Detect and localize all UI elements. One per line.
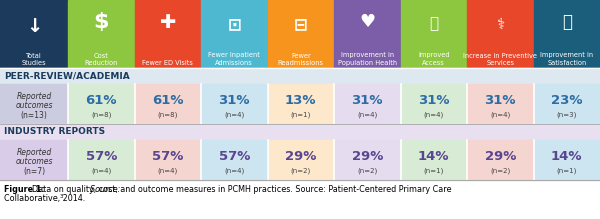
Text: 31%: 31%	[418, 94, 449, 107]
Text: (n=2): (n=2)	[490, 168, 511, 175]
Text: ✚: ✚	[160, 12, 176, 32]
Text: Data on quality, cost, and outcome measures in PCMH practices. Source: Patient-C: Data on quality, cost, and outcome measu…	[32, 185, 452, 194]
Text: 14%: 14%	[418, 150, 449, 163]
Text: 3: 3	[60, 194, 64, 199]
Bar	[68, 140, 134, 180]
Text: ♥: ♥	[359, 13, 376, 31]
Bar	[401, 0, 467, 68]
Text: (n=4): (n=4)	[357, 112, 377, 118]
Text: 29%: 29%	[352, 150, 383, 163]
Bar	[467, 0, 533, 68]
Text: 31%: 31%	[218, 94, 250, 107]
Text: (n=4): (n=4)	[424, 112, 444, 118]
Bar	[201, 140, 268, 180]
Text: (n=3): (n=3)	[557, 112, 577, 118]
Text: ⊟: ⊟	[294, 15, 308, 33]
Text: (n=8): (n=8)	[91, 112, 112, 118]
Bar	[334, 0, 401, 68]
Text: Fewer
Readmissions: Fewer Readmissions	[278, 53, 324, 66]
Text: 13%: 13%	[285, 94, 317, 107]
Text: ⚕: ⚕	[496, 16, 505, 32]
Text: (n=4): (n=4)	[158, 168, 178, 175]
Text: (n=2): (n=2)	[290, 168, 311, 175]
Text: 29%: 29%	[485, 150, 516, 163]
Text: Improvement in
Satisfaction: Improvement in Satisfaction	[540, 53, 593, 66]
Text: (n=2): (n=2)	[357, 168, 377, 175]
Bar	[533, 84, 600, 124]
Text: 57%: 57%	[218, 150, 250, 163]
Bar	[134, 84, 201, 124]
Text: Figure 1:: Figure 1:	[4, 185, 47, 194]
Bar	[68, 0, 134, 68]
Bar	[0, 124, 600, 140]
Text: (n=13): (n=13)	[20, 111, 47, 120]
Bar	[401, 140, 467, 180]
Text: Collaborative, 2014.: Collaborative, 2014.	[4, 194, 85, 203]
Text: Fewer Inpatient
Admissions: Fewer Inpatient Admissions	[208, 53, 260, 66]
Text: ⊡: ⊡	[227, 15, 241, 33]
Text: (n=4): (n=4)	[490, 112, 511, 118]
Bar	[334, 140, 401, 180]
Text: Source:: Source:	[90, 185, 123, 194]
Text: (n=1): (n=1)	[424, 168, 444, 175]
Text: Improvement in
Population Health: Improvement in Population Health	[338, 53, 397, 66]
Bar	[0, 0, 68, 68]
Bar	[201, 0, 268, 68]
Text: 29%: 29%	[285, 150, 316, 163]
Text: 57%: 57%	[152, 150, 184, 163]
Text: ↓: ↓	[26, 16, 42, 35]
Text: (n=4): (n=4)	[224, 168, 244, 175]
Bar	[467, 84, 533, 124]
Text: Cost
Reduction: Cost Reduction	[85, 53, 118, 66]
Bar	[268, 140, 334, 180]
Bar	[401, 84, 467, 124]
Text: 👍: 👍	[562, 13, 572, 31]
Text: outcomes: outcomes	[15, 157, 53, 166]
Bar	[268, 0, 334, 68]
Text: 61%: 61%	[152, 94, 184, 107]
Text: 31%: 31%	[485, 94, 516, 107]
Bar	[268, 84, 334, 124]
Text: (n=7): (n=7)	[23, 167, 45, 176]
Text: ⏰: ⏰	[429, 16, 439, 32]
Text: (n=8): (n=8)	[158, 112, 178, 118]
Text: Reported: Reported	[16, 92, 52, 101]
Text: $: $	[94, 12, 109, 32]
Bar	[467, 140, 533, 180]
Text: 31%: 31%	[352, 94, 383, 107]
Text: 57%: 57%	[86, 150, 117, 163]
Text: INDUSTRY REPORTS: INDUSTRY REPORTS	[4, 127, 105, 136]
Text: outcomes: outcomes	[15, 101, 53, 111]
Bar	[0, 68, 600, 84]
Bar	[334, 84, 401, 124]
Bar	[134, 140, 201, 180]
Text: 23%: 23%	[551, 94, 583, 107]
Text: (n=4): (n=4)	[91, 168, 112, 175]
Bar	[201, 84, 268, 124]
Text: 61%: 61%	[86, 94, 117, 107]
Bar	[68, 84, 134, 124]
Text: PEER-REVIEW/ACADEMIA: PEER-REVIEW/ACADEMIA	[4, 71, 130, 81]
Text: Reported: Reported	[16, 148, 52, 157]
Text: (n=1): (n=1)	[290, 112, 311, 118]
Bar	[134, 0, 201, 68]
Text: (n=4): (n=4)	[224, 112, 244, 118]
Bar	[0, 84, 68, 124]
Text: 14%: 14%	[551, 150, 583, 163]
Text: Fewer ED Visits: Fewer ED Visits	[142, 60, 193, 66]
Text: Improved
Access: Improved Access	[418, 53, 449, 66]
Text: Total
Studies: Total Studies	[22, 53, 46, 66]
Text: Increase in Preventive
Services: Increase in Preventive Services	[463, 53, 537, 66]
Text: (n=1): (n=1)	[557, 168, 577, 175]
Bar	[533, 0, 600, 68]
Bar	[0, 140, 68, 180]
Bar	[533, 140, 600, 180]
